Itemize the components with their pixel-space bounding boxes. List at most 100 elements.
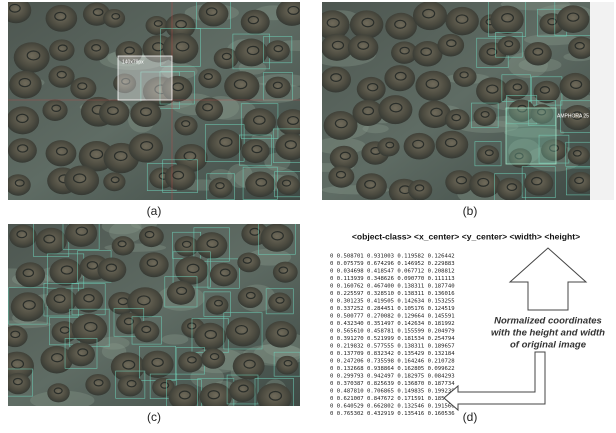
amphora	[445, 7, 478, 35]
annotation-row: 0 0.219832 0.577555 0.138311 0.189657	[330, 344, 455, 350]
amphora	[67, 342, 95, 366]
caption: (a)	[147, 204, 162, 218]
amphora	[48, 66, 74, 88]
format-header: <object-class> <x_center> <y_center> <wi…	[352, 231, 580, 241]
caption: (d)	[463, 410, 478, 424]
amphora	[378, 95, 412, 124]
annotation-row: 0 0.075759 0.674296 0.146952 0.229883	[330, 261, 455, 267]
amphora	[268, 292, 291, 312]
annotation-row: 0 0.137709 0.832342 0.135429 0.132184	[330, 351, 455, 357]
amphora	[568, 172, 593, 193]
annotation-row: 0 0.113939 0.348626 0.090770 0.111113	[330, 276, 455, 282]
caption: (b)	[463, 204, 478, 218]
amphora	[85, 374, 110, 395]
amphora	[235, 39, 268, 67]
amphora	[6, 174, 31, 195]
amphora	[568, 146, 590, 165]
annotation-row: 0 0.565610 0.458781 0.155599 0.204979	[330, 329, 455, 335]
caption: (c)	[147, 410, 161, 424]
amphora	[70, 77, 96, 99]
amphora	[350, 10, 383, 38]
amphora	[560, 73, 592, 100]
amphora	[84, 39, 109, 60]
amphora	[42, 100, 67, 121]
amphora	[210, 263, 237, 286]
amphora	[324, 111, 358, 140]
annotation-row: 0 0.500777 0.270082 0.129664 0.145591	[330, 314, 455, 320]
amphora	[534, 81, 560, 103]
amphora	[497, 178, 524, 201]
amphora	[557, 5, 590, 33]
amphora	[195, 98, 223, 122]
amphora	[257, 383, 292, 412]
annotation-row: 0 0.765302 0.432919 0.135416 0.160536	[330, 411, 455, 417]
amphora	[357, 77, 386, 102]
amphora	[175, 256, 208, 284]
amphora	[436, 131, 469, 159]
amphora	[504, 79, 529, 100]
amphora	[453, 67, 476, 87]
amphora	[352, 100, 383, 126]
amphora	[146, 16, 168, 35]
amphora	[198, 69, 221, 89]
annotation-row: 0 0.508701 0.931003 0.119582 0.126442	[330, 254, 455, 260]
amphora	[408, 180, 432, 201]
amphora	[134, 321, 159, 343]
annotation-rows: 0 0.508701 0.931003 0.119582 0.1264420 0…	[330, 254, 455, 418]
amphora	[404, 133, 435, 160]
amphora	[194, 323, 226, 350]
figure: 140x79px AMPHORA 25 (a) (b) (c) (d) <obj…	[0, 0, 616, 428]
amphora	[276, 356, 298, 375]
amphora	[5, 373, 30, 394]
amphora	[476, 77, 508, 104]
annotation-row: 0 0.247206 0.735598 0.164246 0.210728	[330, 359, 455, 365]
amphora	[139, 252, 168, 277]
amphora	[241, 139, 269, 163]
box-label: AMPHORA 25	[557, 113, 589, 119]
note-line: Normalized coordinates	[494, 316, 602, 327]
amphora	[273, 262, 298, 283]
annotation-row: 0 0.299793 0.942497 0.182975 0.084293	[330, 374, 455, 380]
amphora	[415, 71, 451, 101]
amphora	[167, 281, 195, 305]
amphora	[201, 348, 225, 368]
sand-patch	[162, 334, 189, 344]
amphora	[11, 292, 45, 321]
amphora	[118, 375, 143, 396]
amphora	[169, 384, 200, 410]
amphora	[9, 225, 36, 248]
amphora	[46, 5, 78, 32]
amphora	[16, 262, 46, 287]
up-arrow	[510, 248, 586, 310]
amphora	[413, 1, 447, 30]
amphora	[130, 101, 161, 127]
amphora	[245, 171, 275, 197]
amphora	[229, 379, 256, 402]
annotation-row: 0 0.034698 0.418547 0.067712 0.208812	[330, 269, 455, 275]
amphora	[524, 171, 553, 196]
note-line: with the height and width	[491, 328, 605, 339]
amphora	[243, 108, 276, 136]
amphora	[9, 71, 42, 99]
annotation-row: 0 0.621007 0.847672 0.171591 0.185824	[330, 396, 455, 402]
annotation-row: 0 0.432340 0.351497 0.142634 0.181992	[330, 321, 455, 327]
amphora	[233, 353, 265, 380]
amphora	[49, 258, 81, 285]
amphora	[6, 106, 39, 134]
amphora	[196, 232, 227, 259]
amphora	[214, 48, 239, 69]
amphora	[469, 171, 500, 198]
amphora	[175, 236, 199, 257]
amphora	[477, 145, 499, 164]
amphora	[36, 228, 67, 255]
amphora	[265, 77, 290, 99]
annotation-row: 0 0.337252 0.284451 0.105176 0.124519	[330, 306, 455, 312]
amphora	[129, 133, 163, 162]
amphora	[524, 42, 552, 66]
amphora	[277, 109, 308, 136]
amphora	[224, 71, 259, 101]
amphora	[72, 314, 107, 344]
amphora	[445, 109, 470, 130]
amphora	[377, 137, 399, 156]
amphora	[165, 164, 196, 190]
